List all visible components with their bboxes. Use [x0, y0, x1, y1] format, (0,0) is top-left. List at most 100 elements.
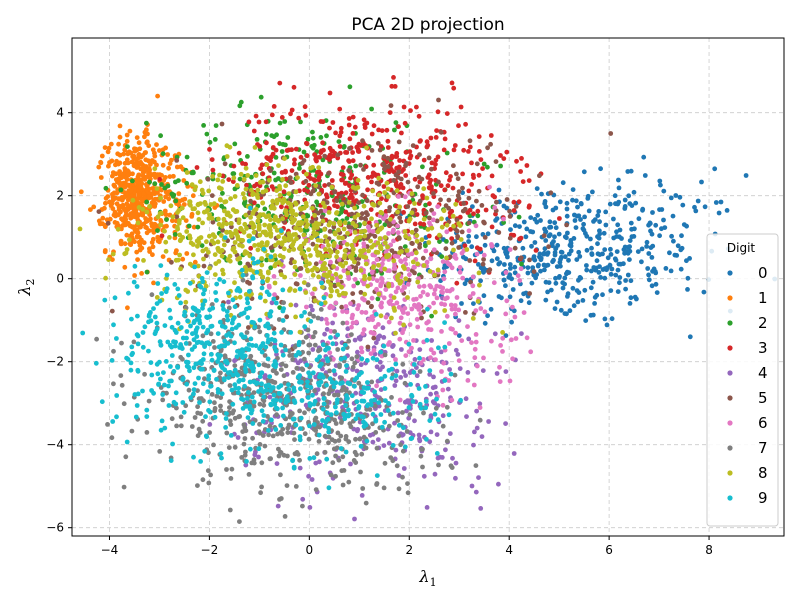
scatter-point — [224, 309, 230, 314]
scatter-point — [488, 306, 494, 312]
scatter-point — [368, 402, 374, 408]
scatter-point — [172, 282, 178, 287]
scatter-point — [276, 163, 281, 169]
scatter-point — [126, 237, 132, 243]
scatter-point — [314, 243, 320, 249]
scatter-point — [262, 298, 268, 304]
scatter-point — [358, 215, 364, 221]
scatter-point — [291, 84, 297, 90]
scatter-point — [504, 298, 510, 304]
scatter-point — [343, 304, 349, 309]
scatter-point — [392, 127, 397, 133]
scatter-point — [149, 292, 155, 298]
scatter-point — [386, 231, 391, 236]
scatter-point — [444, 313, 450, 319]
scatter-point — [414, 233, 420, 239]
scatter-point — [150, 236, 156, 242]
scatter-point — [192, 344, 198, 350]
scatter-point — [459, 301, 464, 306]
scatter-point — [334, 410, 339, 416]
scatter-point — [256, 362, 262, 368]
scatter-point — [208, 202, 214, 207]
scatter-point — [437, 232, 442, 238]
scatter-point — [359, 249, 365, 255]
scatter-point — [144, 230, 150, 236]
scatter-point — [124, 439, 130, 445]
scatter-point — [286, 382, 291, 388]
scatter-point — [212, 400, 217, 406]
scatter-point — [389, 395, 394, 400]
scatter-point — [243, 186, 249, 192]
scatter-point — [323, 272, 328, 278]
scatter-point — [327, 368, 332, 374]
scatter-point — [329, 288, 334, 294]
scatter-point — [302, 410, 307, 416]
scatter-point — [496, 481, 501, 487]
scatter-point — [347, 146, 352, 151]
scatter-point — [197, 320, 203, 326]
scatter-point — [299, 313, 304, 319]
scatter-point — [400, 361, 406, 367]
scatter-point — [298, 386, 303, 392]
scatter-point — [305, 136, 311, 142]
scatter-point — [369, 106, 374, 112]
scatter-point — [340, 177, 345, 183]
scatter-point — [114, 201, 120, 207]
scatter-point — [381, 295, 387, 301]
x-tick-label: 0 — [306, 543, 314, 557]
scatter-point — [326, 440, 331, 446]
scatter-point — [192, 381, 198, 386]
scatter-point — [365, 283, 371, 289]
scatter-point — [266, 270, 271, 276]
scatter-point — [304, 383, 310, 389]
scatter-point — [353, 460, 359, 465]
scatter-point — [370, 411, 376, 417]
scatter-point — [207, 139, 213, 145]
scatter-point — [602, 275, 608, 281]
scatter-point — [378, 349, 384, 355]
scatter-point — [450, 455, 455, 461]
scatter-point — [369, 148, 375, 153]
scatter-point — [180, 235, 186, 240]
scatter-point — [234, 354, 240, 359]
scatter-point — [340, 454, 346, 460]
scatter-point — [452, 372, 458, 378]
scatter-point — [320, 140, 325, 146]
scatter-point — [147, 217, 153, 223]
scatter-point — [300, 339, 306, 345]
scatter-point — [304, 362, 310, 368]
scatter-point — [245, 279, 250, 285]
scatter-point — [305, 282, 311, 288]
scatter-point — [341, 268, 347, 274]
scatter-point — [474, 363, 480, 369]
scatter-point — [185, 318, 191, 324]
scatter-point — [396, 194, 401, 199]
scatter-point — [398, 315, 404, 321]
scatter-point — [221, 306, 226, 312]
scatter-point — [431, 291, 437, 297]
scatter-point — [395, 230, 401, 236]
scatter-point — [124, 247, 130, 252]
scatter-point — [614, 249, 620, 255]
scatter-point — [350, 250, 356, 256]
scatter-point — [201, 256, 206, 262]
scatter-point — [352, 360, 358, 366]
scatter-point — [117, 123, 123, 129]
scatter-point — [400, 185, 406, 191]
scatter-point — [401, 104, 407, 110]
scatter-point — [407, 322, 413, 328]
scatter-point — [444, 255, 449, 261]
scatter-point — [423, 243, 428, 249]
scatter-point — [257, 421, 262, 427]
scatter-point — [353, 265, 359, 270]
scatter-point — [592, 301, 597, 306]
scatter-point — [204, 270, 210, 275]
scatter-point — [322, 183, 328, 188]
scatter-point — [398, 182, 404, 187]
scatter-point — [453, 475, 458, 481]
scatter-point — [639, 259, 644, 265]
scatter-point — [297, 245, 303, 251]
scatter-point — [354, 354, 360, 360]
scatter-point — [119, 382, 125, 388]
